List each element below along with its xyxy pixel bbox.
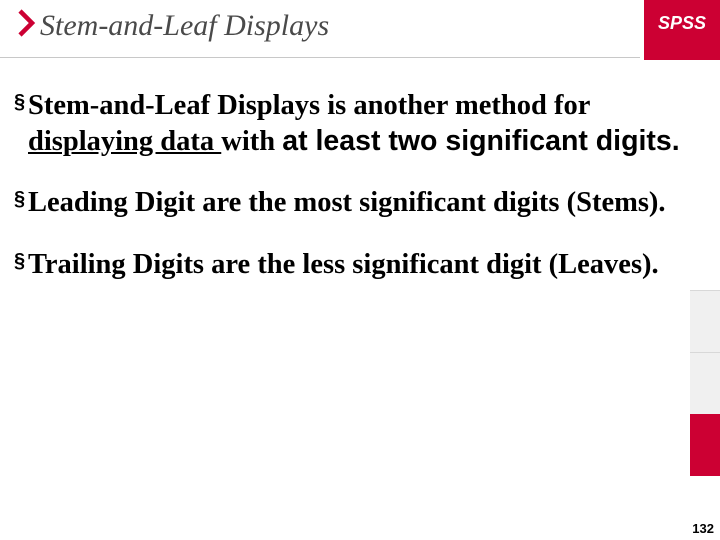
page-number: 132: [692, 521, 714, 536]
header-divider: [0, 57, 640, 58]
side-decoration: [690, 290, 720, 476]
bullet-1: Stem-and-Leaf Displays is another method…: [14, 88, 706, 159]
bullet-1-mid: with: [221, 126, 282, 157]
bullet-3-bold: Trailing Digits: [28, 249, 204, 280]
side-block-1: [690, 290, 720, 352]
bullet-2: Leading Digit are the most significant d…: [14, 185, 706, 221]
slide-title: Stem-and-Leaf Displays: [40, 9, 329, 43]
bullet-1-underlined: displaying data: [28, 126, 221, 157]
bullet-1-lead: Stem-and-Leaf Displays is another method…: [28, 90, 590, 121]
bullet-2-bold: Leading Digit: [28, 187, 195, 218]
bullet-3-rest: are the less significant digit (Leaves).: [204, 249, 659, 280]
bullet-3: Trailing Digits are the less significant…: [14, 247, 706, 283]
side-block-2: [690, 352, 720, 414]
side-block-3: [690, 414, 720, 476]
spss-logo: SPSS: [644, 0, 720, 60]
bullet-1-emph: at least two significant digits.: [282, 125, 679, 157]
chevron-icon: [16, 8, 38, 43]
slide-header: Stem-and-Leaf Displays SPSS: [0, 0, 720, 70]
slide-body: Stem-and-Leaf Displays is another method…: [0, 70, 720, 283]
bullet-2-rest: are the most significant digits (Stems).: [195, 187, 665, 218]
